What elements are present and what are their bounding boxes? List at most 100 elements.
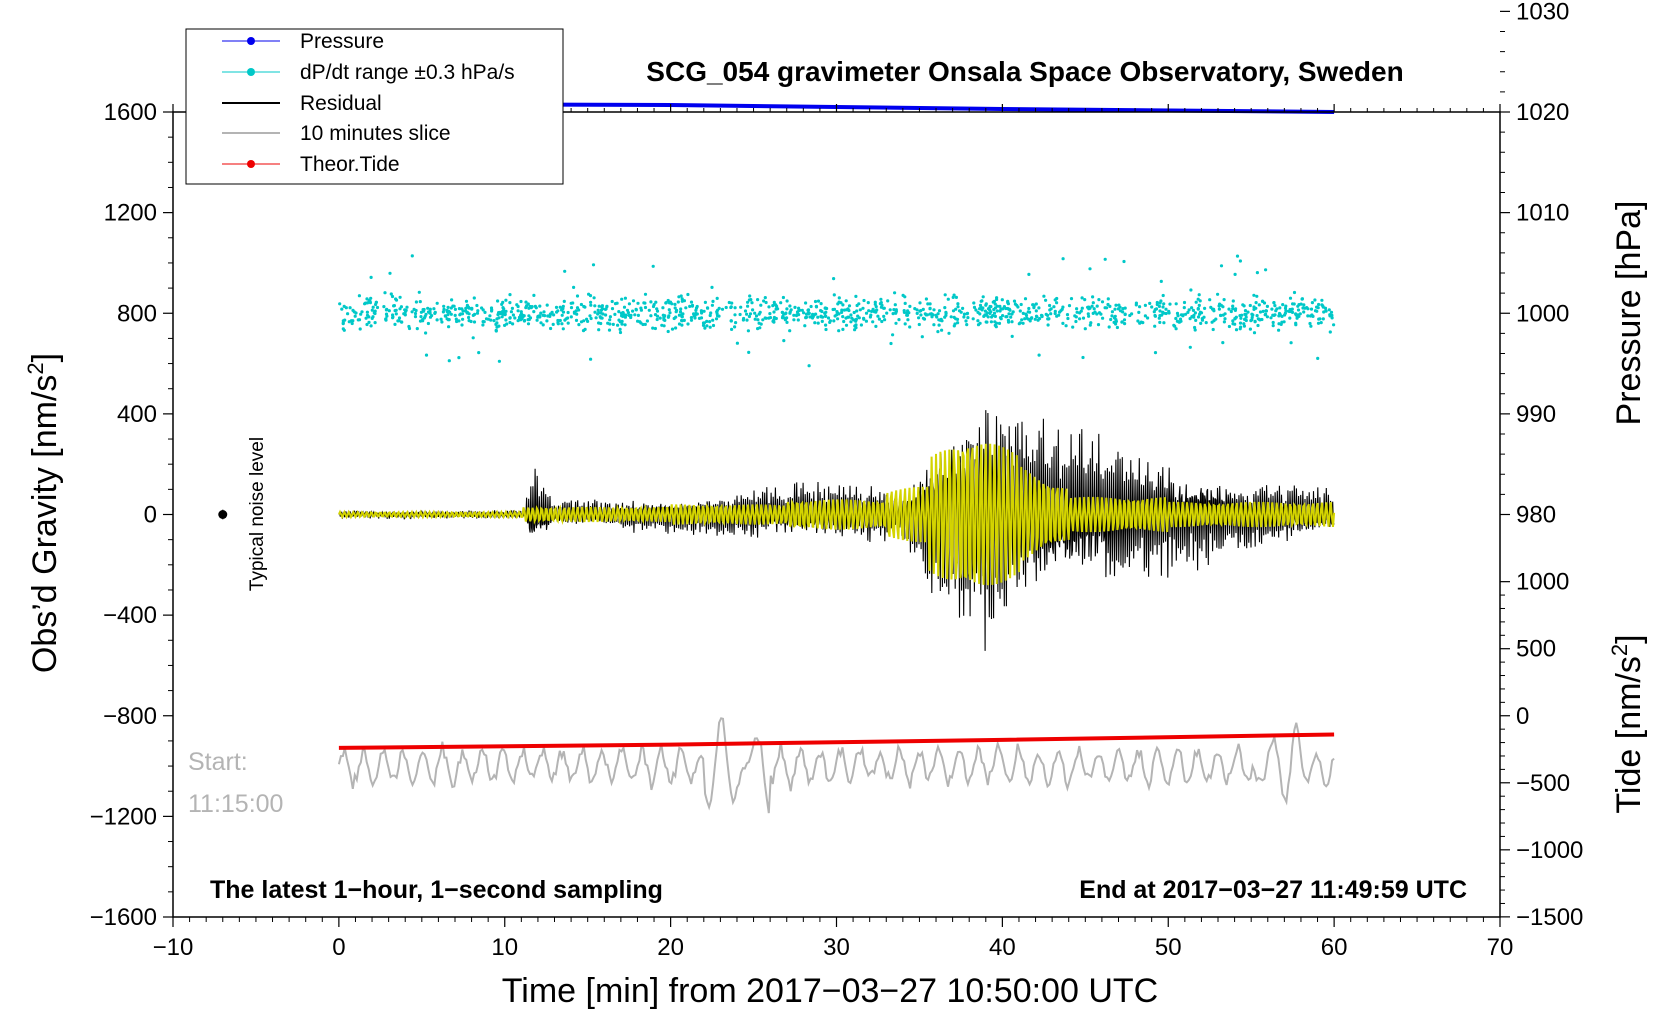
dpdt-point bbox=[503, 313, 507, 317]
dpdt-point bbox=[844, 299, 848, 303]
dpdt-point bbox=[849, 313, 853, 317]
dpdt-point bbox=[1271, 320, 1275, 325]
dpdt-point bbox=[473, 312, 477, 316]
dpdt-point bbox=[365, 297, 369, 301]
dpdt-point bbox=[705, 319, 709, 323]
dpdt-point bbox=[708, 313, 712, 318]
dpdt-point bbox=[1120, 320, 1124, 324]
dpdt-point bbox=[373, 321, 377, 325]
dpdt-point bbox=[1107, 325, 1111, 329]
dpdt-point bbox=[1157, 316, 1161, 320]
dpdt-point bbox=[682, 318, 686, 322]
tide-title-prefix: Tide [nm/s bbox=[1610, 656, 1648, 813]
dpdt-point bbox=[1204, 321, 1208, 325]
dpdt-point bbox=[934, 313, 938, 317]
dpdt-point bbox=[622, 305, 627, 309]
dpdt-point bbox=[717, 314, 721, 318]
dpdt-point bbox=[643, 322, 647, 326]
dpdt-point bbox=[978, 307, 982, 311]
y-left-title-sup: 2 bbox=[23, 362, 48, 374]
dpdt-point bbox=[889, 341, 893, 346]
dpdt-point bbox=[1193, 328, 1197, 332]
dpdt-point bbox=[1214, 317, 1218, 321]
dpdt-point bbox=[928, 312, 932, 316]
dpdt-point bbox=[593, 310, 597, 314]
dpdt-point bbox=[1174, 316, 1178, 321]
dpdt-point bbox=[446, 313, 450, 317]
dpdt-point bbox=[955, 317, 960, 321]
dpdt-point bbox=[807, 311, 811, 315]
dpdt-point bbox=[460, 323, 464, 327]
dpdt-point bbox=[365, 310, 369, 314]
dpdt-point bbox=[1091, 295, 1095, 299]
dpdt-point bbox=[481, 308, 485, 312]
dpdt-point bbox=[501, 309, 505, 313]
dpdt-point bbox=[861, 306, 865, 310]
dpdt-point bbox=[748, 294, 752, 298]
dpdt-point bbox=[410, 310, 414, 314]
dpdt-point bbox=[394, 297, 398, 301]
dpdt-point bbox=[661, 306, 665, 310]
dpdt-point bbox=[804, 312, 809, 316]
dpdt-point bbox=[849, 320, 853, 324]
dpdt-point bbox=[906, 318, 910, 322]
tide-tick-label: −1500 bbox=[1516, 904, 1583, 931]
dpdt-point bbox=[475, 303, 479, 308]
dpdt-point bbox=[347, 320, 351, 324]
dpdt-point bbox=[1110, 314, 1114, 318]
dpdt-point bbox=[1007, 312, 1011, 316]
dpdt-point bbox=[600, 316, 604, 320]
dpdt-point bbox=[1231, 299, 1235, 303]
dpdt-point bbox=[1095, 312, 1099, 316]
dpdt-point bbox=[418, 300, 422, 304]
dpdt-point bbox=[623, 323, 627, 327]
legend-label-dpdt: dP/dt range ±0.3 hPa/s bbox=[300, 61, 515, 84]
dpdt-point bbox=[620, 297, 624, 301]
dpdt-point bbox=[985, 311, 989, 315]
dpdt-point bbox=[357, 318, 362, 322]
dpdt-point bbox=[388, 271, 392, 275]
dpdt-point bbox=[1055, 301, 1059, 305]
dpdt-point bbox=[832, 293, 836, 297]
dpdt-point bbox=[811, 312, 815, 316]
y-left-title-prefix: Obs’d Gravity [nm/s bbox=[26, 375, 64, 674]
dpdt-point bbox=[504, 318, 508, 322]
dpdt-point bbox=[589, 303, 593, 307]
y-left-tick-label: −400 bbox=[103, 602, 157, 629]
dpdt-point bbox=[445, 317, 449, 321]
dpdt-point bbox=[1315, 309, 1319, 313]
dpdt-point bbox=[655, 317, 659, 322]
dpdt-point bbox=[1231, 319, 1235, 323]
dpdt-point bbox=[703, 300, 708, 304]
dpdt-point bbox=[611, 322, 615, 326]
dpdt-point bbox=[837, 296, 841, 300]
tide-tick-label: 0 bbox=[1516, 703, 1529, 730]
dpdt-point bbox=[874, 305, 878, 309]
dpdt-point bbox=[819, 315, 824, 319]
dpdt-point bbox=[1189, 288, 1193, 292]
dpdt-point bbox=[907, 311, 911, 315]
dpdt-point bbox=[915, 311, 919, 315]
dpdt-point bbox=[1057, 313, 1061, 317]
dpdt-point bbox=[885, 311, 889, 315]
dpdt-point bbox=[625, 308, 630, 312]
dpdt-point bbox=[1024, 312, 1028, 316]
legend-label-slice: 10 minutes slice bbox=[300, 122, 451, 145]
dpdt-point bbox=[1034, 314, 1039, 318]
dpdt-point bbox=[508, 316, 512, 320]
dpdt-point bbox=[708, 325, 712, 329]
dpdt-point bbox=[1283, 311, 1287, 315]
dpdt-point bbox=[526, 322, 531, 326]
dpdt-point bbox=[763, 316, 767, 320]
dpdt-point bbox=[1219, 313, 1223, 318]
dpdt-point bbox=[1016, 305, 1020, 309]
dpdt-point bbox=[785, 320, 789, 324]
dpdt-point bbox=[670, 327, 675, 331]
dpdt-point bbox=[727, 300, 731, 305]
x-tick-label: 40 bbox=[989, 934, 1016, 961]
dpdt-point bbox=[389, 292, 393, 296]
dpdt-point bbox=[501, 300, 505, 304]
dpdt-point bbox=[1302, 303, 1306, 307]
dpdt-point bbox=[447, 359, 451, 363]
